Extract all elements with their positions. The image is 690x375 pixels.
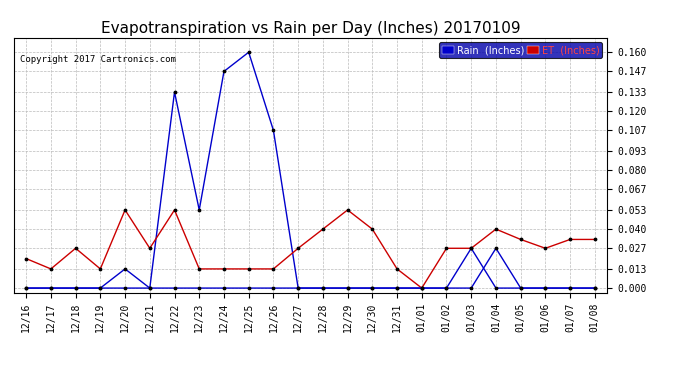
Title: Evapotranspiration vs Rain per Day (Inches) 20170109: Evapotranspiration vs Rain per Day (Inch… — [101, 21, 520, 36]
Text: Copyright 2017 Cartronics.com: Copyright 2017 Cartronics.com — [20, 56, 176, 64]
Legend: Rain  (Inches), ET  (Inches): Rain (Inches), ET (Inches) — [440, 42, 602, 58]
